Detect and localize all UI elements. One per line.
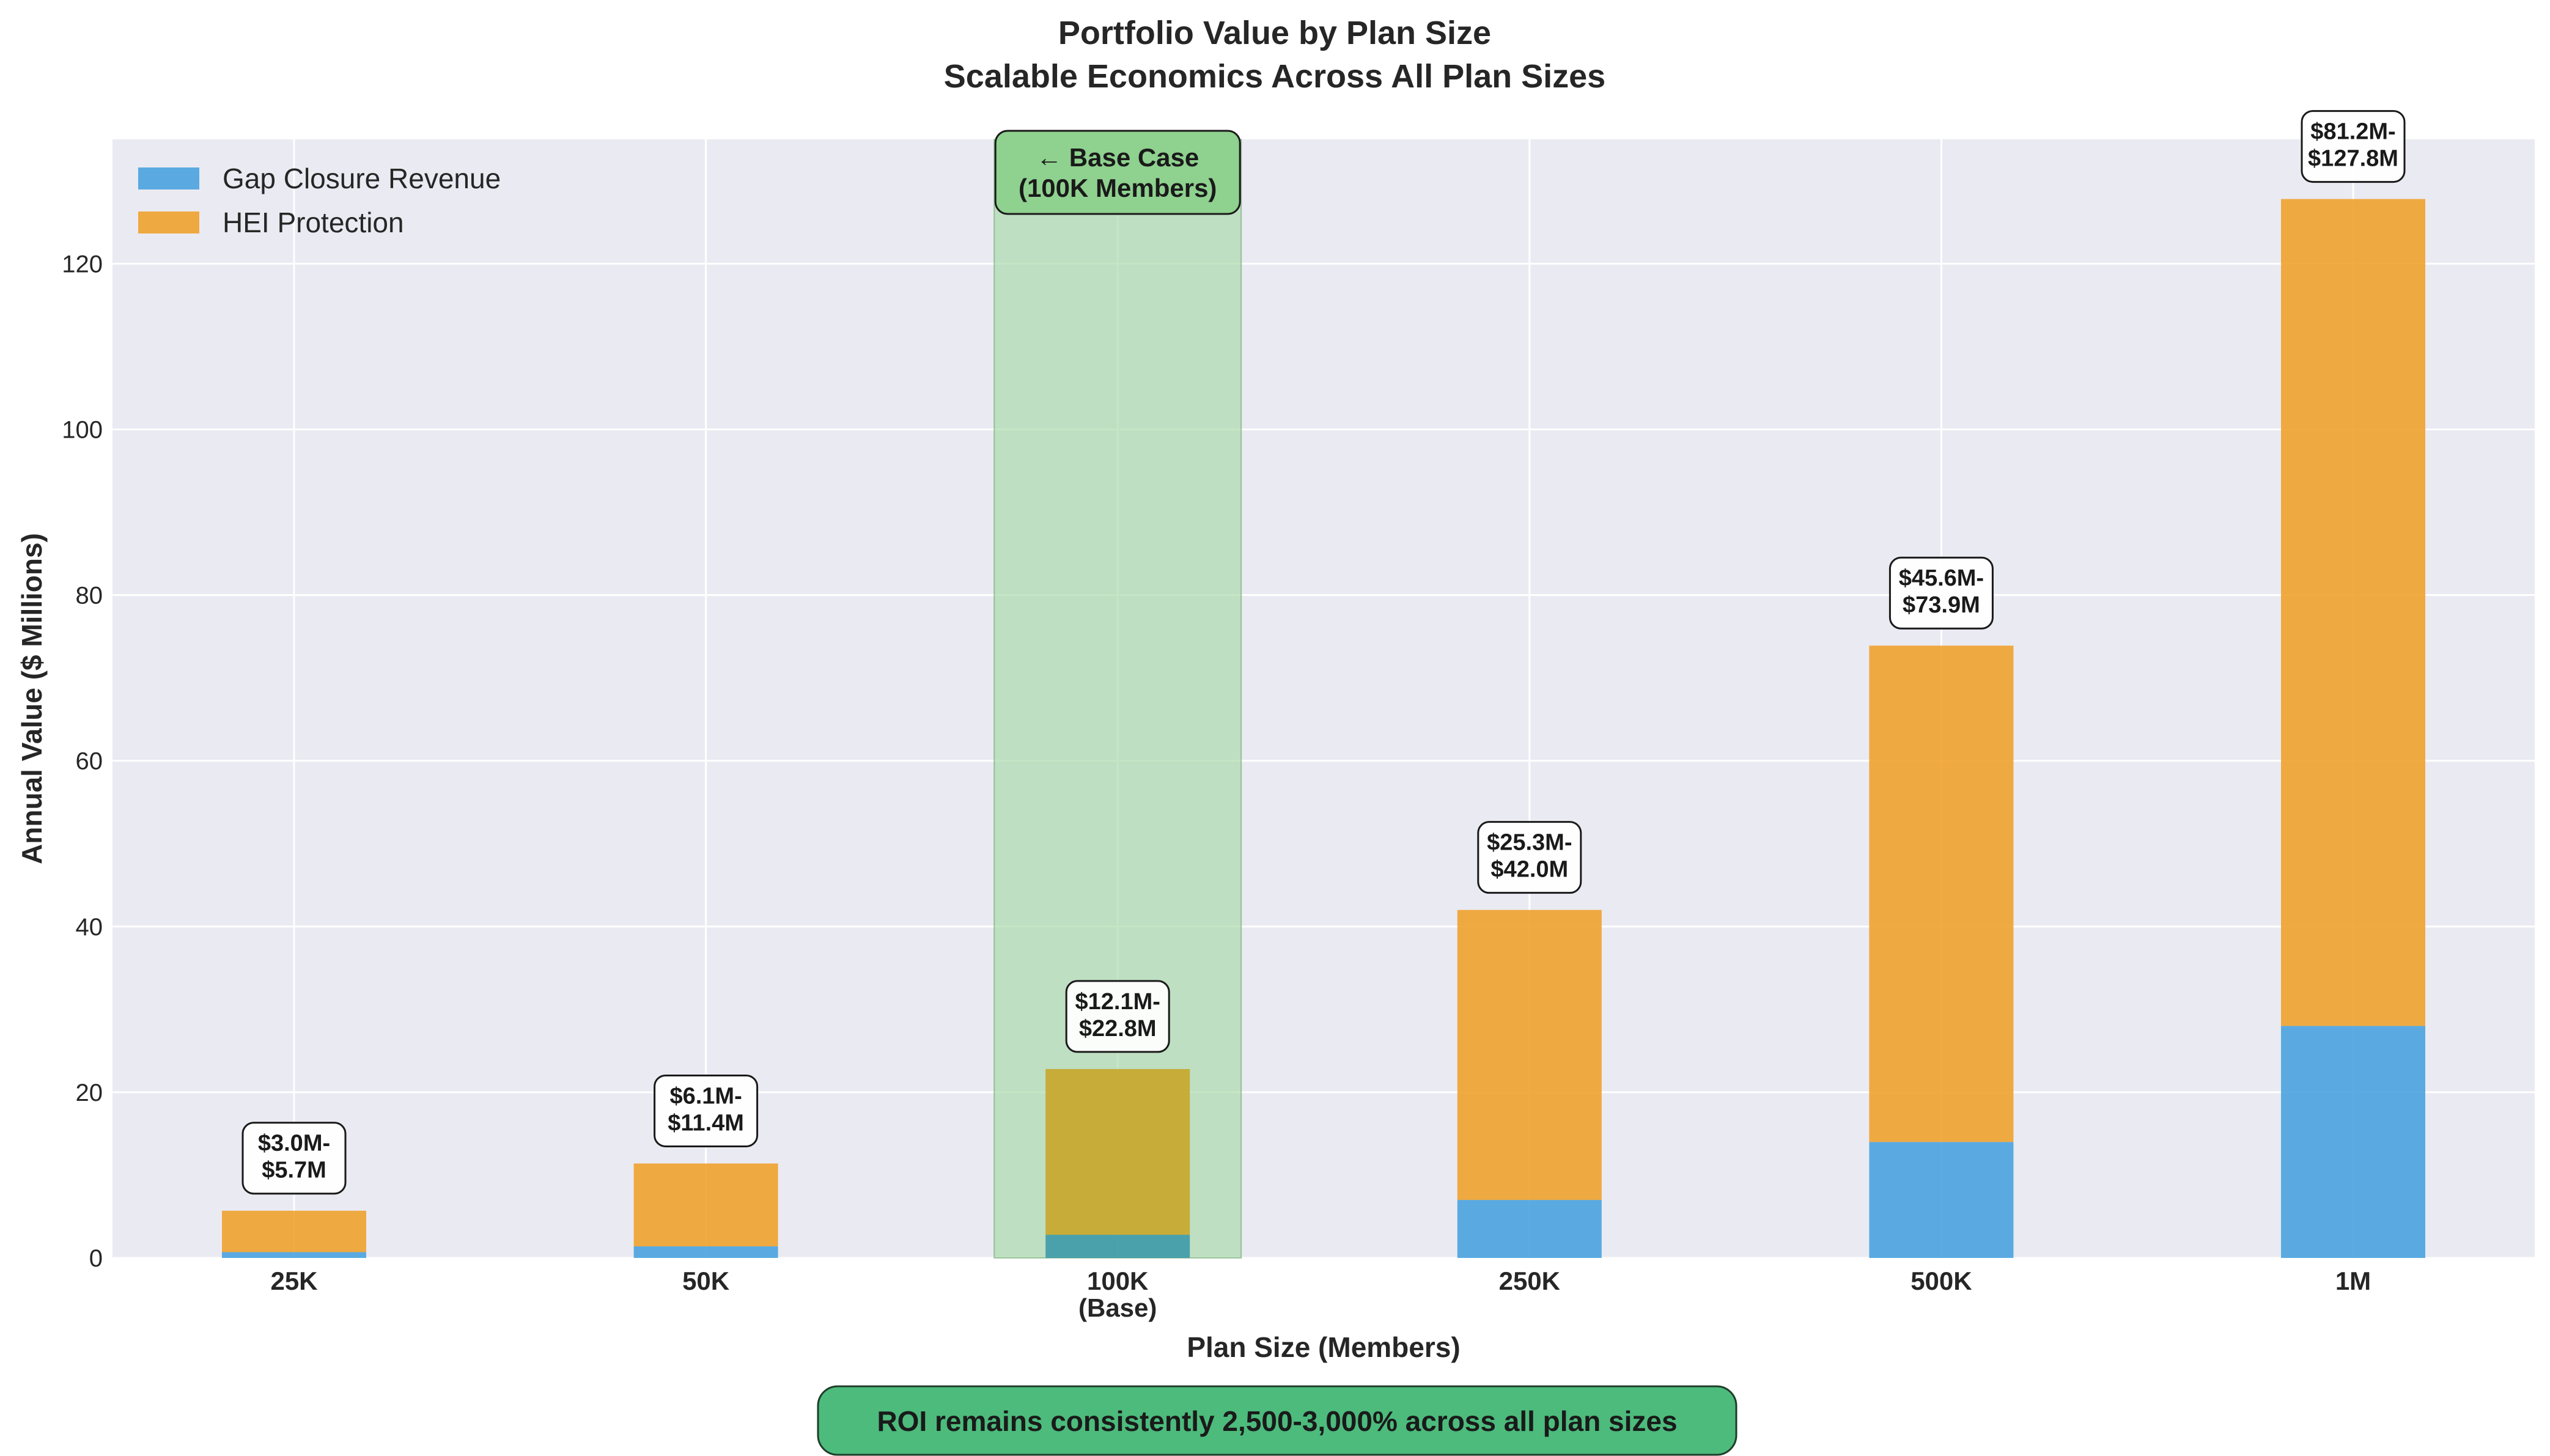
x-axis-label: Plan Size (Members) <box>1187 1331 1460 1363</box>
footer-note-text: ROI remains consistently 2,500-3,000% ac… <box>877 1405 1677 1437</box>
bar-value-label: $81.2M- <box>2310 119 2395 145</box>
footer-note: ROI remains consistently 2,500-3,000% ac… <box>817 1385 1737 1456</box>
base-case-label-text: (100K Members) <box>1019 174 1217 202</box>
bar-gap-closure-1 <box>633 1246 778 1258</box>
bar-hei-protection-5 <box>2281 199 2425 1026</box>
bar-value-label: $5.7M <box>262 1158 326 1183</box>
legend-label: Gap Closure Revenue <box>223 163 501 194</box>
y-axis-label: Annual Value ($ Millions) <box>16 533 48 864</box>
bar-hei-protection-3 <box>1457 910 1602 1200</box>
bar-value-label: $25.3M- <box>1487 830 1572 856</box>
bar-gap-closure-4 <box>1869 1142 2014 1258</box>
x-tick-label: 250K <box>1499 1267 1560 1295</box>
base-case-label-box <box>994 130 1241 215</box>
x-tick-label: 25K <box>270 1267 317 1295</box>
x-tick-label: (Base) <box>1078 1293 1157 1322</box>
bar-value-labels: $3.0M-$5.7M $6.1M-$11.4M $12.1M-$22.8M $25.… <box>241 110 2406 1195</box>
x-tick-label: 100K <box>1087 1267 1148 1295</box>
bar-value-label: $12.1M- <box>1075 989 1160 1015</box>
plot-area <box>112 139 2535 1258</box>
bar-gap-closure-5 <box>2281 1026 2425 1258</box>
y-tick-label: 120 <box>62 251 103 278</box>
x-axis-ticks: 25K 50K 100K(Base) 250K 500K 1M <box>270 1267 2371 1322</box>
bar-value-label: $11.4M <box>668 1110 744 1136</box>
chart-subtitle: Scalable Economics Across All Plan Sizes <box>944 58 1605 95</box>
bar-gap-closure-3 <box>1457 1200 1602 1258</box>
bar-value-label: $22.8M <box>1079 1016 1157 1042</box>
y-tick-label: 60 <box>76 748 103 775</box>
bar-value-label-box <box>1889 556 1994 630</box>
y-tick-label: 40 <box>76 914 103 941</box>
bar-hei-protection-0 <box>222 1210 366 1252</box>
x-tick-label: 500K <box>1911 1267 1972 1295</box>
bar-gap-closure-0 <box>222 1252 366 1258</box>
bar-value-label: $6.1M- <box>669 1083 742 1109</box>
bar-value-label-box <box>1065 980 1170 1053</box>
bar-gap-closure-2 <box>1045 1235 1190 1258</box>
legend: Gap Closure Revenue HEI Protection <box>138 163 501 238</box>
y-axis-ticks: 0 20 40 60 80 100 120 <box>62 251 103 1272</box>
bar-value-label-box <box>2301 110 2406 183</box>
legend-label: HEI Protection <box>223 207 404 238</box>
bar-value-label: $45.6M- <box>1899 565 1984 591</box>
bar-value-label: $3.0M- <box>258 1131 330 1156</box>
bar-hei-protection-1 <box>633 1163 778 1247</box>
bar-value-label-box <box>654 1074 759 1147</box>
y-tick-label: 0 <box>89 1245 103 1272</box>
footer-note-box <box>817 1385 1737 1456</box>
bar-value-label-box <box>241 1122 347 1195</box>
bar-value-label-box <box>1477 821 1582 894</box>
bar-hei-protection-4 <box>1869 645 2014 1142</box>
base-case-label-text: ← Base Case <box>1036 143 1199 172</box>
bar-hei-protection-2 <box>1045 1068 1190 1235</box>
base-case-label: ← Base Case(100K Members) <box>994 130 1241 215</box>
bar-value-label: $73.9M <box>1903 592 1980 618</box>
bar-value-label: $127.8M <box>2308 146 2398 172</box>
y-tick-label: 80 <box>76 583 103 609</box>
y-tick-label: 20 <box>76 1079 103 1106</box>
legend-swatch <box>138 167 199 189</box>
x-tick-label: 50K <box>682 1267 729 1295</box>
bars <box>222 199 2425 1258</box>
x-tick-label: 1M <box>2335 1267 2371 1295</box>
legend-swatch <box>138 211 199 233</box>
bar-value-label: $42.0M <box>1491 857 1568 883</box>
chart-title: Portfolio Value by Plan Size <box>1058 15 1491 51</box>
y-tick-label: 100 <box>62 416 103 443</box>
